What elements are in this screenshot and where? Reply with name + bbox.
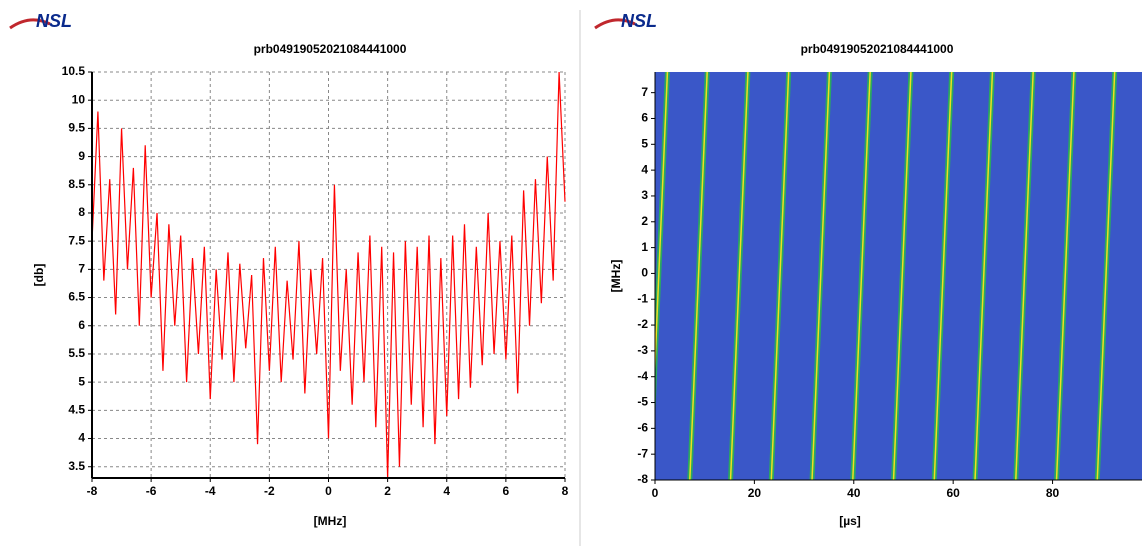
y-tick-label: -8 (637, 472, 648, 486)
y-tick-label: -2 (637, 317, 648, 331)
x-tick-label: 20 (748, 486, 762, 500)
x-tick-label: 60 (946, 486, 960, 500)
sweep-core (852, 72, 871, 480)
sweep-core (655, 72, 669, 382)
y-tick-label: 7 (78, 262, 85, 276)
data-line (91, 71, 566, 479)
logo-swoosh (9, 18, 51, 30)
y-tick-label: 6 (641, 111, 648, 125)
y-tick-label: 10 (72, 92, 86, 106)
y-tick-label: 5 (641, 136, 648, 150)
y-tick-label: 0 (641, 266, 648, 280)
y-tick-label: 9 (78, 149, 85, 163)
x-tick-label: 0 (652, 486, 659, 500)
y-tick-label: 4 (641, 162, 648, 176)
x-tick-label: -6 (146, 484, 157, 498)
sweep-core (689, 72, 708, 480)
y-tick-label: 5.5 (68, 346, 85, 360)
y-tick-label: -7 (637, 446, 648, 460)
x-tick-label: 40 (847, 486, 861, 500)
x-tick-label: 6 (503, 484, 510, 498)
y-tick-label: -4 (637, 369, 648, 383)
y-tick-label: 1 (641, 240, 648, 254)
y-tick-label: 3 (641, 188, 648, 202)
sweep-core (729, 72, 749, 480)
y-tick-label: -1 (637, 291, 648, 305)
y-tick-label: 7.5 (68, 233, 85, 247)
sweep-core (1096, 72, 1116, 480)
y-tick-label: -3 (637, 343, 648, 357)
x-tick-label: -8 (87, 484, 98, 498)
sweep-core (974, 72, 994, 480)
y-axis-label: [db] (32, 264, 46, 287)
logo-swoosh (594, 18, 636, 30)
sweep-core (770, 72, 790, 480)
x-tick-label: 4 (443, 484, 450, 498)
x-tick-label: 80 (1046, 486, 1060, 500)
x-axis-label: [µs] (839, 514, 861, 528)
chart-title: prb04919052021084441000 (254, 42, 407, 56)
y-tick-label: 4 (78, 431, 85, 445)
x-tick-label: 0 (325, 484, 332, 498)
y-tick-label: -5 (637, 395, 648, 409)
y-tick-label: 2 (641, 214, 648, 228)
y-tick-label: 6.5 (68, 290, 85, 304)
y-tick-label: 5 (78, 374, 85, 388)
y-tick-label: -6 (637, 421, 648, 435)
y-axis-label: [MHz] (609, 260, 623, 293)
y-tick-label: 8.5 (68, 177, 85, 191)
chart-title: prb04919052021084441000 (801, 42, 954, 56)
y-tick-label: 6 (78, 318, 85, 332)
y-tick-label: 4.5 (68, 403, 85, 417)
sweeps (655, 72, 1118, 480)
sweep-core (1015, 72, 1034, 480)
y-tick-label: 3.5 (68, 459, 85, 473)
sweep-core (1055, 72, 1075, 480)
x-tick-label: -2 (264, 484, 275, 498)
y-tick-label: 7 (641, 85, 648, 99)
y-tick-label: 10.5 (62, 64, 86, 78)
logo: NSL (36, 11, 72, 31)
sweep-core (892, 72, 912, 480)
x-tick-label: 2 (384, 484, 391, 498)
x-tick-label: 8 (562, 484, 569, 498)
y-tick-label: 8 (78, 205, 85, 219)
sweep-core (933, 72, 953, 480)
logo: NSL (621, 11, 657, 31)
x-tick-label: -4 (205, 484, 216, 498)
x-axis-label: [MHz] (314, 514, 347, 528)
y-tick-label: 9.5 (68, 121, 85, 135)
sweep-core (811, 72, 831, 480)
